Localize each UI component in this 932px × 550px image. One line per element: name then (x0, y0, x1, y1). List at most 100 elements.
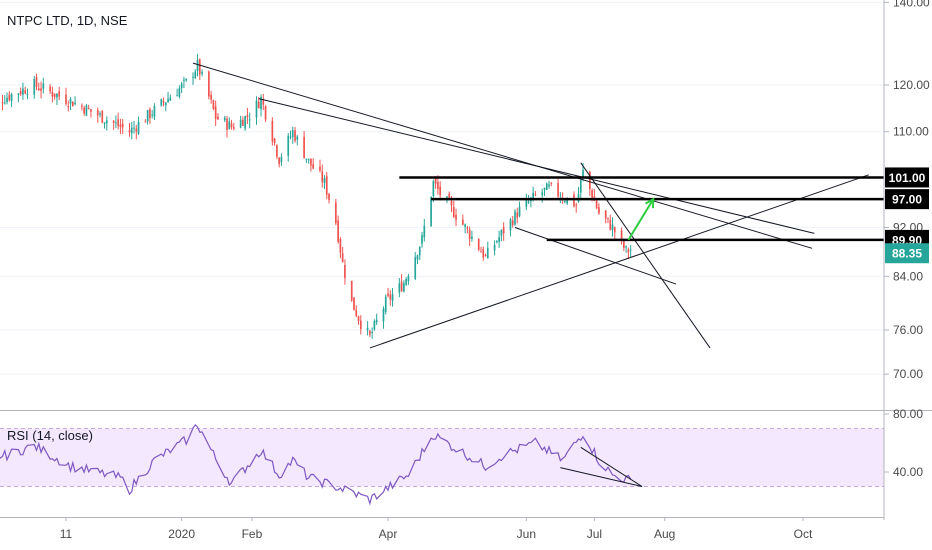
candle-body (350, 280, 353, 301)
candle-body (96, 110, 99, 116)
candle-body (421, 234, 423, 244)
candle-body (550, 182, 553, 184)
candle-body (180, 83, 183, 89)
candle-body (289, 136, 292, 138)
candle-body (273, 138, 276, 144)
candle-body (468, 229, 471, 239)
candle-body (548, 184, 550, 187)
candle-body (480, 251, 482, 253)
level-tag-label-0: 101.00 (889, 171, 926, 185)
price-tick-label: 110.00 (893, 125, 929, 139)
candle-body (382, 308, 385, 322)
candle-body (310, 158, 312, 166)
candle-body (185, 78, 188, 81)
candle-body (384, 296, 387, 312)
trendline-4 (580, 162, 711, 349)
candle-body (105, 120, 108, 124)
time-axis-labels: 11 2020 Feb Apr Jun Jul Aug Oct (60, 517, 813, 541)
candle-body (223, 117, 226, 121)
time-tick-label: Oct (794, 527, 813, 541)
candle-body (452, 206, 455, 218)
candle-body (498, 236, 500, 242)
candle-body (217, 116, 219, 120)
candle-body (604, 210, 607, 219)
price-axis-ticks: 140.00120.00110.0092.0084.0076.0070.0080… (884, 0, 930, 479)
level-tag-bg-0 (885, 167, 929, 188)
candle-body (133, 127, 135, 129)
candle-body (416, 255, 419, 260)
candle-body (448, 193, 451, 200)
price-grid (0, 1, 884, 375)
candle-body (369, 330, 371, 335)
projection-arrow-shaft (627, 198, 655, 241)
candle-body (534, 194, 537, 196)
candle-body (591, 190, 593, 199)
price-candles (1, 53, 632, 339)
candle-body (407, 276, 410, 282)
candle-body (101, 110, 104, 123)
candle-body (37, 88, 40, 91)
candle-body (85, 105, 88, 116)
last-price-tag-bg (885, 243, 929, 264)
candle-body (198, 59, 201, 75)
candle-body (167, 98, 169, 103)
candle-body (226, 118, 228, 130)
candle-body (74, 102, 76, 105)
last-price-tag-label: 88.35 (892, 247, 922, 261)
candle-body (35, 77, 38, 87)
candle-body (264, 106, 267, 120)
candle-body (319, 166, 321, 171)
candle-body (194, 71, 197, 78)
candle-body (557, 183, 559, 197)
candle-body (321, 171, 324, 183)
candle-body (403, 283, 405, 292)
candle-body (242, 119, 244, 126)
candle-body (471, 236, 473, 239)
candle-body (511, 220, 514, 225)
candle-body (53, 93, 56, 97)
candle-body (81, 105, 83, 107)
candle-body (337, 220, 339, 242)
candle-body (135, 128, 138, 132)
candle-body (598, 207, 600, 214)
candle-body (160, 99, 163, 106)
candle-body (22, 88, 24, 95)
candle-body (153, 105, 156, 117)
candle-body (183, 79, 185, 81)
candle-body (328, 193, 330, 201)
candle-body (90, 109, 92, 112)
candle-body (19, 91, 22, 95)
candle-body (121, 123, 124, 128)
candle-body (355, 309, 358, 317)
candle-body (178, 88, 181, 97)
candle-body (71, 101, 74, 107)
candle-body (214, 106, 217, 119)
candle-body (112, 120, 115, 123)
candle-body (466, 227, 469, 229)
candle-body (516, 212, 519, 218)
candle-body (625, 246, 627, 248)
candle-body (496, 241, 498, 243)
candle-body (212, 100, 215, 110)
candle-body (500, 229, 503, 236)
rsi-trendline-0 (560, 467, 643, 487)
candle-body (307, 158, 310, 160)
time-tick-label: Jul (587, 527, 602, 541)
candle-body (389, 294, 392, 300)
candle-body (335, 202, 337, 224)
candle-body (375, 319, 378, 323)
candle-body (527, 201, 530, 203)
candle-body (353, 297, 355, 311)
candle-body (244, 116, 246, 129)
candle-body (564, 201, 566, 203)
candle-body (423, 225, 426, 238)
candle-body (278, 157, 281, 165)
candle-body (450, 201, 453, 206)
candle-body (257, 101, 260, 109)
projection-arrow-head (645, 197, 655, 209)
trendline-1 (258, 98, 815, 234)
candle-body (359, 320, 362, 330)
candle-body (162, 100, 165, 103)
candle-body (149, 109, 151, 119)
